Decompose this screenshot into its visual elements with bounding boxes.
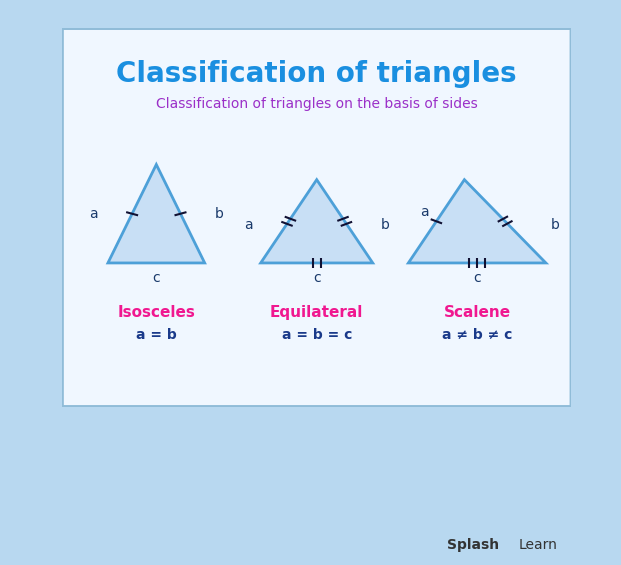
Text: Equilateral: Equilateral bbox=[270, 305, 363, 320]
Text: a: a bbox=[245, 218, 253, 232]
Text: a = b = c: a = b = c bbox=[281, 328, 352, 342]
Text: a = b: a = b bbox=[136, 328, 177, 342]
Text: a ≠ b ≠ c: a ≠ b ≠ c bbox=[442, 328, 512, 342]
Polygon shape bbox=[108, 164, 205, 263]
Text: c: c bbox=[473, 271, 481, 285]
Text: c: c bbox=[153, 271, 160, 285]
Text: b: b bbox=[215, 207, 224, 221]
Text: Classification of triangles on the basis of sides: Classification of triangles on the basis… bbox=[156, 97, 478, 111]
Text: b: b bbox=[551, 218, 560, 232]
Text: Learn: Learn bbox=[519, 538, 558, 551]
Polygon shape bbox=[409, 180, 546, 263]
Polygon shape bbox=[261, 180, 373, 263]
Text: Splash: Splash bbox=[447, 538, 499, 551]
Text: a: a bbox=[89, 207, 97, 221]
FancyBboxPatch shape bbox=[62, 28, 571, 407]
Text: a: a bbox=[420, 205, 428, 219]
Text: Isosceles: Isosceles bbox=[117, 305, 195, 320]
Text: b: b bbox=[380, 218, 389, 232]
Text: Scalene: Scalene bbox=[443, 305, 510, 320]
Text: Classification of triangles: Classification of triangles bbox=[116, 60, 517, 88]
Text: c: c bbox=[313, 271, 320, 285]
